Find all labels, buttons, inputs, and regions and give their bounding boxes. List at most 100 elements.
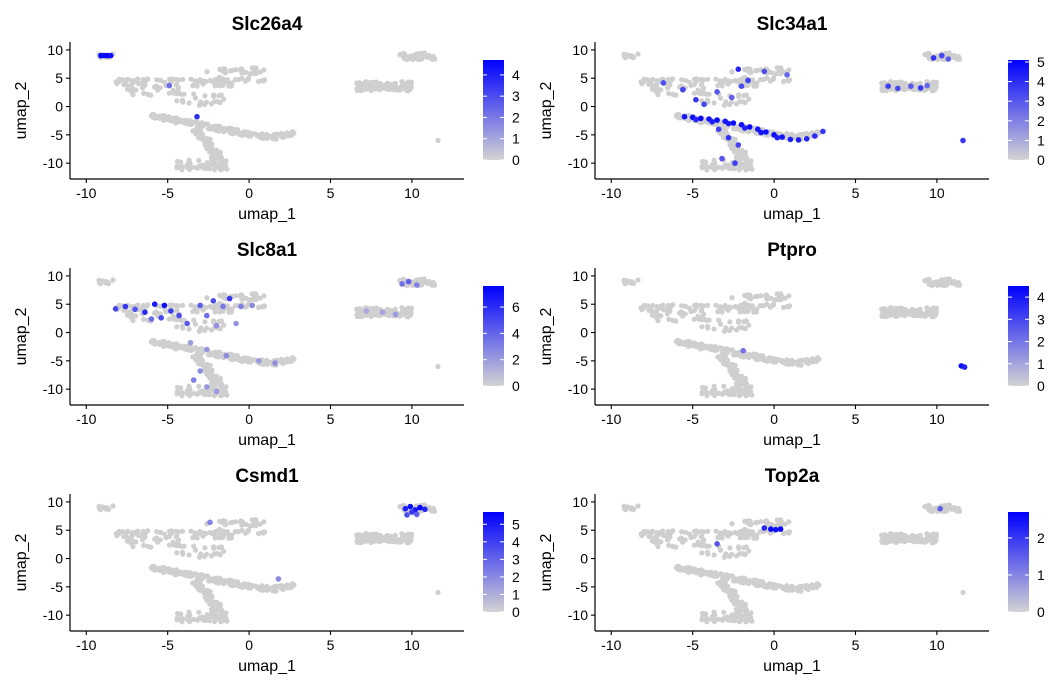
cell-point — [772, 526, 779, 533]
cell-point — [743, 92, 750, 98]
cell-point — [121, 81, 127, 88]
cell-point — [954, 508, 960, 514]
cell-point — [629, 53, 635, 59]
cell-point — [184, 345, 190, 351]
cell-point — [207, 577, 213, 583]
cell-point — [885, 83, 891, 89]
cell-point — [751, 351, 757, 357]
y-tick-label: 5 — [580, 70, 588, 86]
cell-point — [695, 344, 701, 350]
cell-point — [202, 93, 208, 99]
cell-point — [238, 67, 244, 73]
cell-point — [245, 527, 251, 533]
colorbar-tick-label: 3 — [512, 88, 520, 104]
cell-point — [734, 593, 740, 600]
cell-point — [719, 391, 726, 397]
cell-point — [655, 544, 661, 550]
x-tick-label: 10 — [404, 637, 420, 653]
y-tick-label: 10 — [572, 494, 588, 510]
cell-point — [233, 320, 239, 327]
cell-point — [960, 589, 966, 596]
x-tick-label: 0 — [245, 185, 253, 201]
cell-point — [435, 363, 441, 370]
cell-point — [218, 544, 224, 550]
cell-point — [228, 68, 234, 74]
cell-point — [676, 564, 682, 570]
cell-point — [257, 295, 263, 301]
y-axis-label: umap_2 — [538, 533, 555, 591]
cell-point — [285, 585, 291, 591]
cell-point — [781, 304, 787, 311]
y-tick-label: -5 — [51, 353, 64, 369]
cell-point — [735, 614, 741, 620]
x-tick-label: -10 — [76, 637, 96, 653]
x-tick-label: -5 — [161, 185, 174, 201]
cell-point — [736, 318, 742, 324]
y-tick-label: 5 — [55, 70, 63, 86]
cell-point — [721, 585, 727, 591]
cell-point — [924, 531, 930, 537]
cell-point — [649, 538, 656, 544]
cell-point — [141, 304, 148, 310]
cell-point — [908, 83, 914, 89]
y-tick-label: 0 — [580, 325, 588, 341]
cell-point — [175, 77, 182, 83]
colorbar-gradient — [1008, 60, 1029, 160]
cell-point — [691, 302, 698, 308]
panel-top2a: Top2a -10 -5 0 5 10 -10 -5 0 5 10 umap_1 umap_2 0 1 2 — [538, 466, 1045, 675]
background-cells — [621, 276, 966, 399]
cell-point — [681, 113, 688, 120]
cell-point — [960, 137, 966, 144]
cell-point — [249, 302, 256, 309]
cell-point — [268, 133, 274, 139]
cell-point — [429, 282, 435, 288]
cell-point — [727, 553, 733, 560]
panel-title: Slc8a1 — [237, 240, 298, 261]
cell-point — [221, 126, 227, 132]
cell-point — [290, 581, 296, 587]
cell-point — [228, 520, 234, 526]
cell-point — [629, 505, 635, 511]
cell-point — [757, 303, 764, 309]
cell-point — [174, 317, 180, 323]
cell-point — [272, 360, 278, 366]
cell-point — [748, 531, 754, 537]
cell-point — [196, 157, 202, 163]
cell-point — [770, 75, 776, 81]
cell-point — [141, 78, 148, 84]
cell-point — [679, 529, 685, 535]
cell-point — [820, 128, 826, 135]
y-axis-label: umap_2 — [13, 307, 30, 365]
cell-point — [178, 117, 184, 123]
cell-point — [213, 379, 219, 385]
x-tick-label: -10 — [601, 185, 621, 201]
cell-point — [721, 102, 728, 108]
cell-point — [812, 133, 818, 139]
cell-point — [753, 520, 759, 526]
cell-point — [188, 76, 194, 82]
x-tick-label: 5 — [327, 185, 335, 201]
cell-point — [677, 310, 683, 316]
cell-point — [709, 345, 715, 351]
cell-point — [181, 91, 187, 97]
cell-point — [738, 379, 744, 385]
cell-point — [753, 356, 759, 362]
cell-point — [666, 542, 672, 549]
cell-point — [114, 81, 120, 87]
cell-point — [699, 384, 706, 391]
cell-point — [213, 388, 220, 395]
y-axis-label: umap_2 — [13, 533, 30, 591]
colorbar-tick-label: 5 — [512, 516, 520, 532]
x-axis-label: umap_1 — [238, 206, 296, 223]
cell-point — [943, 50, 949, 56]
colorbar-tick-label: 0 — [1037, 378, 1045, 394]
cell-point — [666, 78, 673, 84]
colorbar: 0 1 2 3 4 — [483, 60, 520, 168]
cell-point — [158, 315, 164, 321]
cell-point — [929, 81, 935, 87]
cell-point — [166, 316, 172, 322]
cell-point — [257, 69, 263, 75]
cell-point — [729, 94, 735, 101]
cell-point — [673, 92, 679, 98]
cell-point — [716, 308, 722, 314]
